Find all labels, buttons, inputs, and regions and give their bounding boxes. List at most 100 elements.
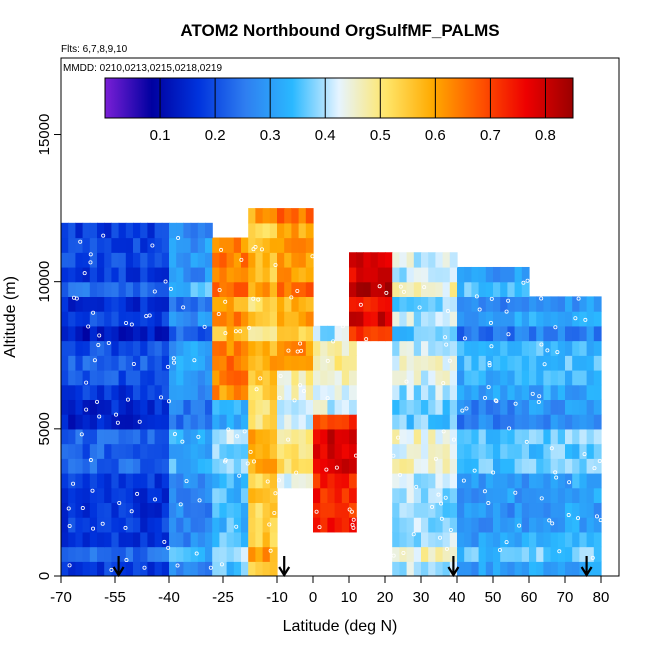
heatmap-cell — [435, 296, 444, 312]
heatmap-cell — [248, 546, 256, 562]
heatmap-cell — [262, 296, 271, 312]
heatmap-cell — [82, 281, 91, 297]
heatmap-cell — [205, 428, 213, 445]
heatmap-cell — [493, 472, 501, 489]
heatmap-cell — [457, 517, 465, 533]
heatmap-cell — [104, 531, 112, 548]
heatmap-cell — [485, 369, 494, 386]
heatmap-cell — [406, 281, 415, 297]
track-point — [430, 504, 435, 509]
heatmap-cell — [305, 325, 314, 342]
heatmap-cell — [75, 252, 84, 268]
heatmap-cell — [161, 458, 170, 474]
heatmap-cell — [536, 340, 544, 356]
track-point — [163, 279, 168, 284]
track-point — [217, 288, 222, 293]
heatmap-cell — [205, 531, 213, 548]
heatmap-cell — [457, 531, 465, 548]
heatmap-cell — [169, 325, 177, 342]
heatmap-cell — [169, 414, 177, 430]
heatmap-cell — [485, 502, 494, 518]
heatmap-cell — [97, 340, 105, 356]
track-point — [114, 412, 119, 417]
track-point — [295, 349, 300, 354]
heatmap-cell — [579, 487, 588, 504]
heatmap-cell — [493, 281, 501, 297]
heatmap-cell — [428, 355, 436, 371]
track-point — [460, 408, 465, 413]
heatmap-cell — [298, 296, 307, 312]
heatmap-cell — [176, 281, 184, 297]
heatmap-cell — [507, 311, 516, 327]
heatmap-cell — [154, 443, 163, 459]
plot-frame — [60, 57, 620, 577]
heatmap-cell — [413, 340, 422, 356]
heatmap-cell — [464, 428, 472, 445]
heatmap-cell — [485, 487, 494, 504]
heatmap-cell — [212, 355, 220, 371]
heatmap-cell — [147, 502, 156, 518]
heatmap-cell — [197, 355, 206, 371]
heatmap-cell — [154, 355, 163, 371]
heatmap-cell — [485, 399, 494, 415]
heatmap-cell — [233, 369, 242, 386]
heatmap-cell — [557, 517, 566, 533]
heatmap-cell — [269, 355, 278, 371]
heatmap-cell — [493, 340, 501, 356]
heatmap-cell — [205, 266, 213, 283]
track-point — [489, 344, 494, 349]
heatmap-cell — [89, 458, 98, 474]
heatmap-cell — [262, 517, 271, 533]
heatmap-cell — [507, 561, 516, 576]
heatmap-cell — [485, 281, 494, 297]
heatmap-cell — [277, 311, 285, 327]
heatmap-cell — [464, 414, 472, 430]
track-point — [377, 284, 382, 289]
heatmap-cell — [61, 561, 69, 576]
heatmap-cell — [428, 472, 436, 489]
heatmap-cell — [140, 237, 148, 253]
heatmap-cell — [75, 222, 84, 239]
heatmap-cell — [212, 472, 220, 489]
heatmap-cell — [233, 237, 242, 253]
heatmap-cell — [493, 311, 501, 327]
x-tick-label: -40 — [158, 589, 180, 606]
heatmap-cell — [349, 296, 357, 312]
heatmap-cell — [521, 561, 530, 576]
heatmap-cell — [485, 355, 494, 371]
heatmap-cell — [161, 355, 170, 371]
heatmap-cell — [457, 472, 465, 489]
heatmap-cell — [593, 355, 602, 371]
heatmap-cell — [205, 443, 213, 459]
heatmap-cell — [133, 355, 141, 371]
track-point — [539, 296, 544, 301]
heatmap-cell — [68, 325, 76, 342]
heatmap-cell — [147, 355, 156, 371]
heatmap-cell — [205, 325, 213, 342]
track-point — [238, 329, 243, 334]
heatmap-cell — [529, 546, 537, 562]
heatmap-cell — [147, 414, 156, 430]
heatmap-cell — [536, 369, 544, 386]
heatmap-cell — [118, 369, 127, 386]
heatmap-cell — [118, 311, 127, 327]
heatmap-cell — [269, 340, 278, 356]
heatmap-cell — [248, 487, 256, 504]
track-point — [168, 286, 173, 291]
heatmap-cell — [320, 428, 328, 445]
heatmap-cell — [205, 355, 213, 371]
heatmap-cell — [413, 384, 422, 401]
heatmap-cell — [190, 222, 199, 239]
heatmap-cell — [97, 311, 105, 327]
heatmap-cell — [349, 399, 357, 415]
heatmap-cell — [68, 487, 76, 504]
track-point — [123, 525, 128, 530]
track-point — [226, 427, 231, 432]
heatmap-cell — [565, 428, 573, 445]
heatmap-cell — [385, 266, 393, 283]
heatmap-cell — [457, 414, 465, 430]
heatmap-cell — [176, 340, 184, 356]
track-point — [334, 465, 339, 470]
heatmap-cell — [413, 311, 422, 327]
heatmap-cell — [334, 355, 343, 371]
